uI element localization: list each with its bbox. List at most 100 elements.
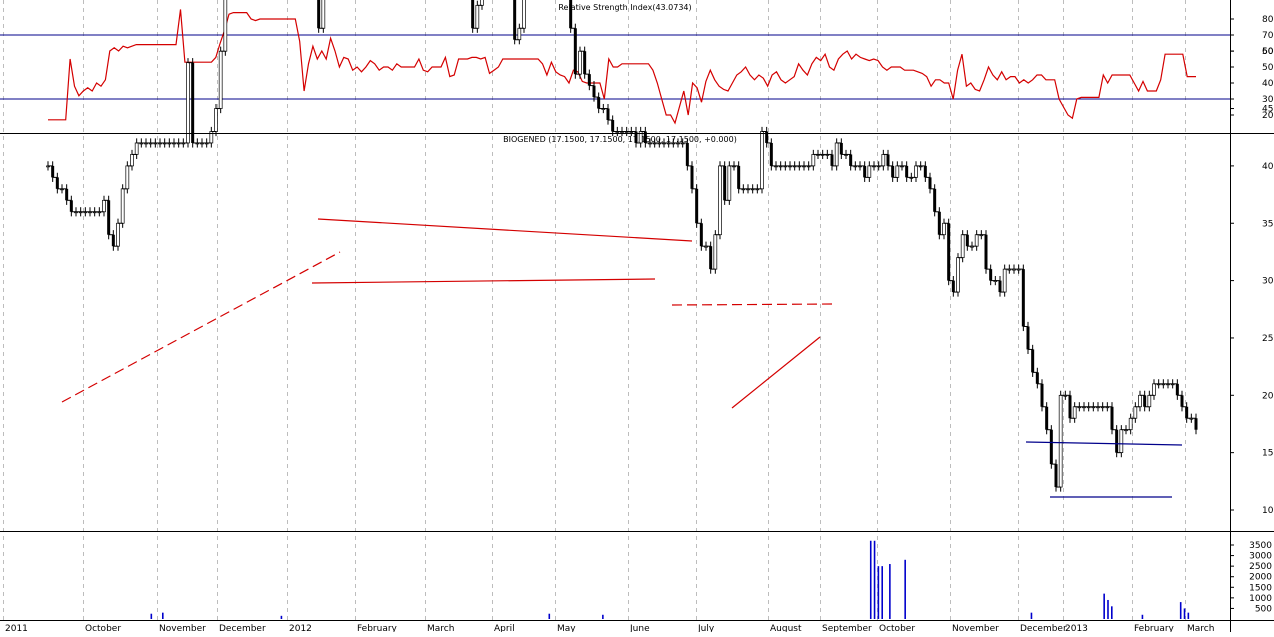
price-bar-up [578, 50, 582, 75]
month-label: September [822, 624, 872, 632]
volume-tick-label: 3000 [1249, 552, 1272, 562]
price-bar-down [965, 234, 969, 247]
price-bar-up [218, 50, 223, 109]
price-bar-up [960, 234, 965, 259]
price-bar-up [834, 142, 839, 167]
price-panel: BIOGENED (17.1500, 17.1500, 17.1500, 17.… [46, 0, 1274, 516]
price-bar-up [517, 27, 522, 41]
price-bar-up [1152, 383, 1156, 396]
month-label: December [219, 624, 266, 632]
price-bar-up [134, 142, 139, 155]
price-bar-up [760, 131, 764, 190]
month-label: February [357, 624, 398, 632]
volume-tick-label: 2500 [1249, 562, 1272, 572]
price-bar-down [723, 165, 727, 201]
price-bar-down [69, 200, 73, 212]
price-bar-down [1180, 395, 1184, 407]
price-bar-up [125, 165, 130, 190]
price-bar-up [102, 199, 106, 213]
price-bar-down [933, 188, 937, 212]
price-bar-down [1040, 383, 1044, 407]
price-bar-down [643, 131, 647, 143]
uptrend-line [61, 251, 341, 403]
price-bar-down [569, 0, 573, 29]
price-bar-down [191, 62, 195, 143]
price-bar-up [186, 62, 190, 144]
price-bar-down [111, 234, 115, 247]
range-top-line [1025, 441, 1183, 446]
price-title: BIOGENED (17.1500, 17.1500, 17.1500, 17.… [503, 135, 737, 144]
volume-bars [150, 540, 1190, 619]
month-label: 2011 [5, 624, 28, 632]
price-bar-down [886, 154, 890, 166]
price-bar-down [690, 165, 694, 189]
price-bar-up [116, 222, 120, 247]
price-bar-down [513, 0, 517, 40]
price-bar-down [1194, 418, 1198, 430]
price-bar-down [923, 165, 927, 178]
price-bar-down [937, 211, 941, 235]
month-label: June [629, 624, 650, 632]
price-bar-down [1175, 383, 1179, 396]
price-bar-up [214, 108, 218, 132]
price-bar-down [863, 165, 867, 178]
month-label: December [1020, 624, 1067, 632]
price-bar-up [475, 4, 480, 29]
rsi-tick-label: 80 [1262, 15, 1274, 25]
price-bar-down [1143, 395, 1147, 407]
price-bar-down [1185, 406, 1189, 419]
price-bar-up [867, 165, 872, 178]
price-bar-up [811, 154, 816, 167]
price-tick-label: 35 [1262, 219, 1273, 229]
rsi-title: Relative Strength Index(43.0734) [558, 3, 691, 12]
price-bar-down [984, 234, 988, 270]
price-bar-down [737, 165, 741, 189]
price-bar-up [480, 0, 484, 6]
price-bar-down [998, 280, 1002, 293]
volume-tick-label: 1500 [1249, 583, 1272, 593]
price-bar-down [891, 165, 895, 178]
price-y-ticks: 10152025303540455055606570 [1230, 47, 1274, 516]
month-label: April [494, 624, 515, 632]
price-bar-down [1049, 429, 1053, 465]
price-bar-down [947, 223, 951, 281]
price-bar-down [606, 108, 610, 121]
month-label: 2012 [289, 624, 312, 632]
price-tick-label: 45 [1262, 105, 1273, 115]
price-bar-down [989, 269, 993, 281]
price-tick-label: 40 [1262, 162, 1274, 172]
price-tick-label: 30 [1262, 277, 1274, 287]
price-bar-down [51, 165, 55, 178]
price-bar-down [107, 200, 111, 235]
volume-tick-label: 1000 [1249, 594, 1272, 604]
price-bar-down [1054, 464, 1058, 488]
price-bar-down [583, 51, 587, 75]
price-bar-up [974, 234, 979, 247]
rsi-series [48, 9, 1196, 125]
rsi-reference-lines [0, 34, 1230, 100]
price-bar-up [1133, 406, 1138, 419]
price-bar-down [1068, 395, 1072, 419]
price-bar-down [951, 280, 955, 293]
month-label: November [159, 624, 206, 632]
price-bar-down [928, 177, 932, 189]
price-tick-label: 15 [1262, 449, 1273, 459]
rsi-tick-label: 60 [1262, 47, 1274, 57]
price-bar-down [1045, 406, 1049, 430]
trendline-annotations [61, 218, 1183, 498]
price-bar-down [1026, 326, 1030, 350]
price-bar-down [849, 154, 853, 166]
resistance-line [671, 303, 836, 306]
price-bar-up [1002, 268, 1007, 293]
price-bar-down [1110, 406, 1114, 430]
month-label: February [1134, 624, 1175, 632]
price-bar-down [1021, 269, 1025, 327]
price-tick-label: 25 [1262, 334, 1273, 344]
volume-tick-label: 500 [1255, 604, 1272, 614]
x-axis-labels: 2011 October November December 2012 February M… [5, 624, 1214, 634]
price-bar-down [634, 131, 638, 143]
price-bar-down [611, 120, 615, 132]
price-bar-down [695, 188, 699, 224]
